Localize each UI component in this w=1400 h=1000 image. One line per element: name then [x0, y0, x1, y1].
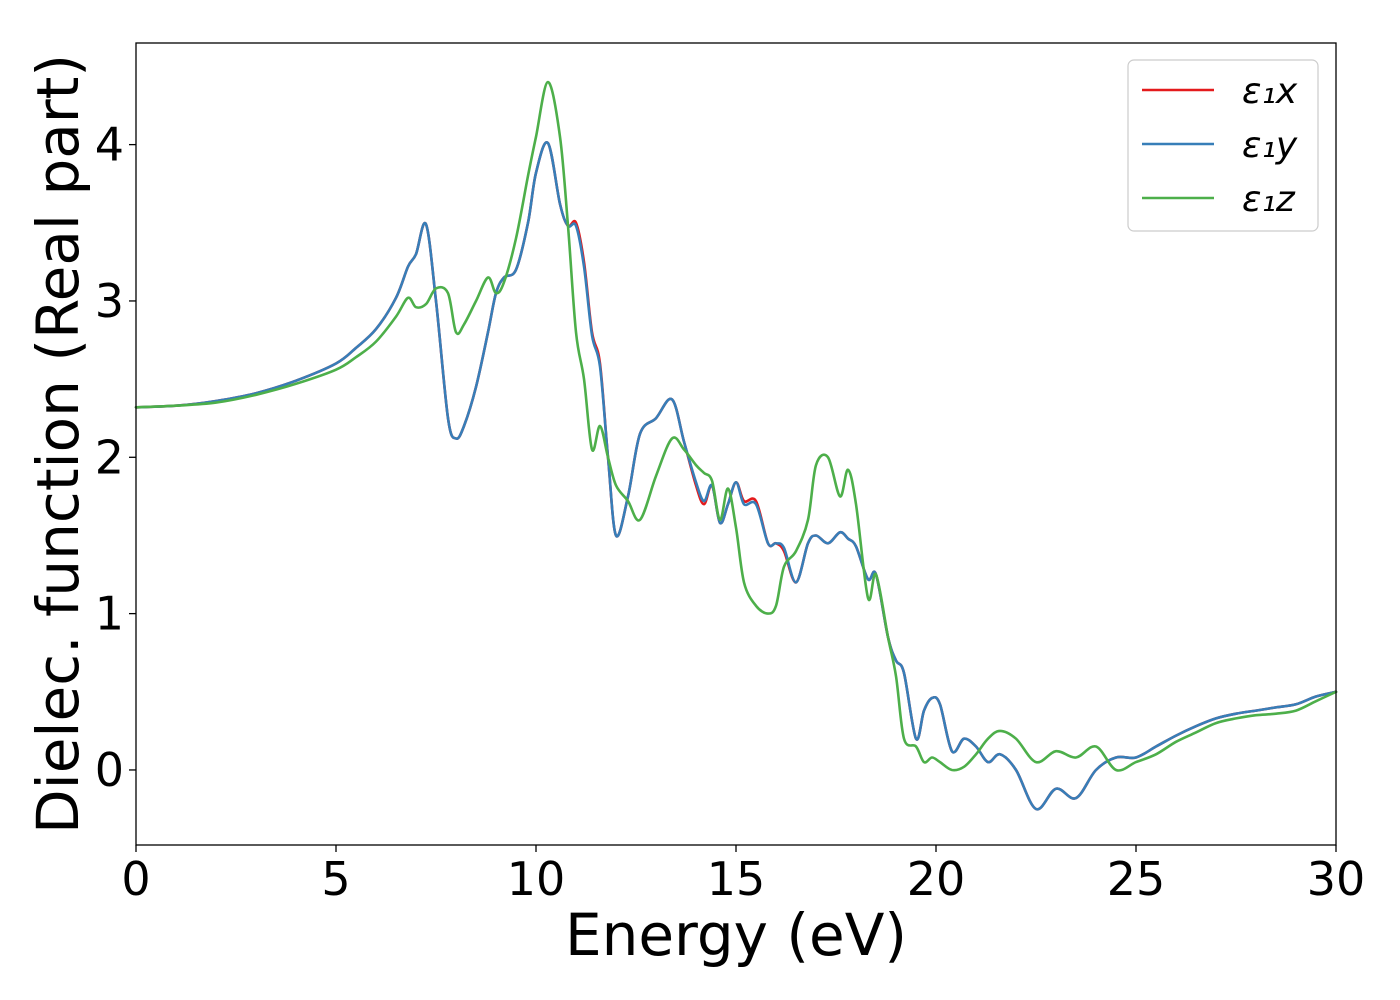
x-tick-label: 10 — [507, 852, 566, 906]
legend-label-3: ε₁z — [1242, 179, 1296, 220]
y-tick-label: 0 — [95, 743, 124, 797]
series-line-2 — [134, 141, 1338, 811]
legend-label-1: ε₁x — [1242, 71, 1298, 112]
y-tick-label: 4 — [95, 118, 124, 172]
x-axis-title: Energy (eV) — [565, 901, 907, 969]
series-line-3 — [134, 80, 1338, 772]
x-tick-label: 15 — [707, 852, 766, 906]
tick-layer: 0 5 10 15 20 25 30 0 1 2 3 4 — [95, 118, 1366, 906]
x-tick-label: 20 — [907, 852, 966, 906]
y-tick-label: 1 — [95, 587, 124, 641]
legend: ε₁x ε₁y ε₁z — [1127, 59, 1319, 232]
legend-box — [1127, 59, 1319, 232]
series-layer — [134, 80, 1338, 811]
x-tick-label: 25 — [1107, 852, 1166, 906]
x-tick-label: 30 — [1307, 852, 1366, 906]
x-tick-label: 5 — [321, 852, 350, 906]
y-tick-label: 3 — [95, 274, 124, 328]
y-tick-label: 2 — [95, 430, 124, 484]
x-tick-label: 0 — [121, 852, 150, 906]
y-axis-title: Dielec. function (Real part) — [24, 54, 92, 834]
legend-label-2: ε₁y — [1242, 125, 1298, 166]
